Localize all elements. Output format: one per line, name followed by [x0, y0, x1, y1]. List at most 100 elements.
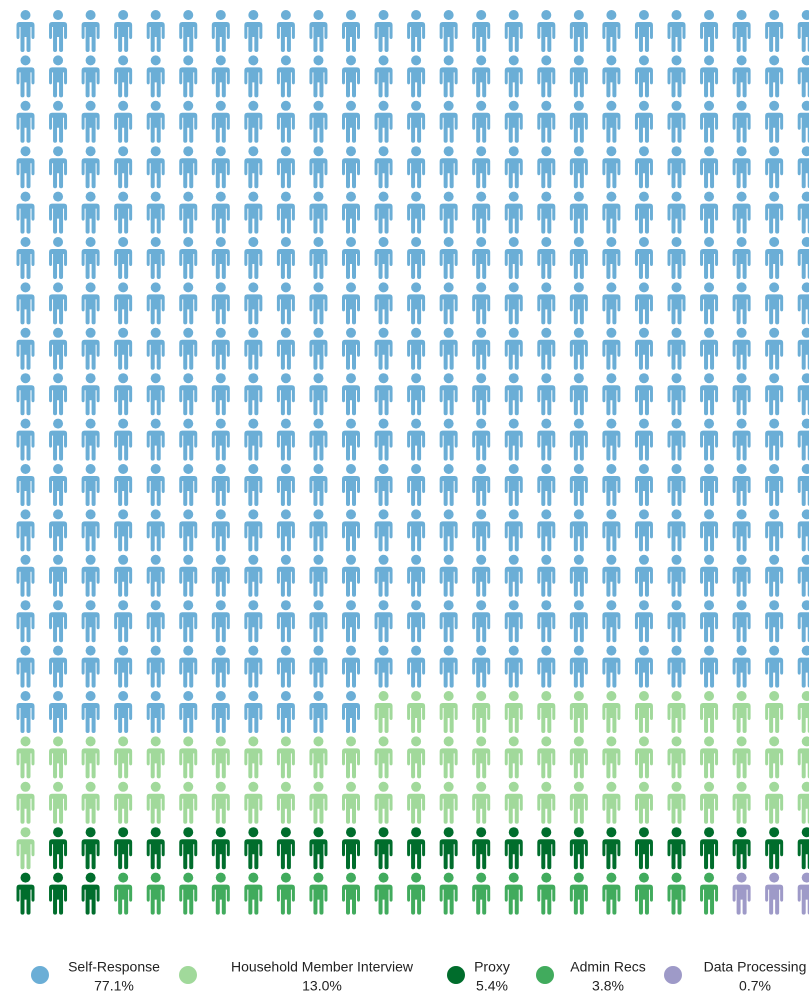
person-icon	[732, 327, 751, 370]
person-icon	[537, 872, 556, 915]
person-icon	[732, 146, 751, 189]
person-icon	[602, 282, 621, 325]
person-icon	[732, 600, 751, 643]
person-icon	[309, 736, 328, 779]
person-icon	[504, 191, 523, 234]
person-icon	[700, 146, 719, 189]
person-icon	[472, 872, 491, 915]
person-icon	[244, 100, 263, 143]
person-icon	[276, 509, 295, 552]
person-icon	[700, 327, 719, 370]
person-icon	[211, 645, 230, 688]
person-icon	[537, 327, 556, 370]
person-icon	[374, 691, 393, 733]
person-icon	[569, 282, 588, 325]
person-icon	[244, 827, 263, 870]
person-icon	[634, 464, 653, 506]
person-icon	[276, 691, 295, 733]
person-icon	[765, 645, 784, 688]
person-icon	[504, 100, 523, 143]
person-icon	[244, 373, 263, 416]
person-icon	[602, 373, 621, 416]
person-icon	[797, 373, 809, 416]
person-icon	[797, 100, 809, 143]
person-icon	[342, 146, 360, 189]
person-icon	[81, 509, 100, 552]
person-icon	[537, 191, 556, 234]
person-icon	[569, 691, 588, 733]
person-icon	[667, 691, 686, 733]
person-icon	[211, 554, 230, 597]
legend-marker	[31, 966, 49, 984]
person-icon	[732, 645, 751, 688]
person-icon	[342, 327, 360, 370]
person-icon	[700, 872, 719, 915]
person-icon	[797, 781, 809, 824]
person-icon	[49, 736, 68, 779]
person-icon	[472, 10, 491, 52]
person-icon	[700, 100, 719, 143]
person-icon	[504, 691, 523, 733]
person-icon	[244, 327, 263, 370]
person-icon	[16, 10, 35, 52]
person-icon	[179, 418, 198, 461]
person-icon	[179, 736, 198, 779]
person-icon	[504, 418, 523, 461]
person-icon	[634, 282, 653, 325]
person-icon	[569, 191, 588, 234]
person-icon	[504, 736, 523, 779]
person-icon	[602, 100, 621, 143]
person-icon	[602, 55, 621, 98]
person-icon	[472, 781, 491, 824]
person-icon	[765, 191, 784, 234]
person-icon	[634, 237, 653, 279]
person-icon	[700, 418, 719, 461]
icon-grid	[16, 10, 809, 915]
person-icon	[342, 10, 360, 52]
person-icon	[700, 827, 719, 870]
person-icon	[146, 237, 165, 279]
person-icon	[49, 509, 68, 552]
person-icon	[797, 554, 809, 597]
person-icon	[569, 373, 588, 416]
person-icon	[146, 691, 165, 733]
person-icon	[49, 327, 68, 370]
person-icon	[407, 373, 426, 416]
person-icon	[342, 55, 360, 98]
person-icon	[16, 600, 35, 643]
person-icon	[81, 282, 100, 325]
person-icon	[16, 327, 35, 370]
person-icon	[439, 191, 458, 234]
person-icon	[439, 55, 458, 98]
person-icon	[797, 282, 809, 325]
person-icon	[49, 827, 68, 870]
person-icon	[700, 600, 719, 643]
person-icon	[16, 691, 35, 733]
person-icon	[797, 146, 809, 189]
person-icon	[211, 10, 230, 52]
person-icon	[602, 781, 621, 824]
person-icon	[569, 509, 588, 552]
person-icon	[634, 827, 653, 870]
person-icon	[602, 191, 621, 234]
person-icon	[634, 554, 653, 597]
person-icon	[765, 418, 784, 461]
person-icon	[81, 100, 100, 143]
person-icon	[309, 464, 328, 506]
person-icon	[407, 691, 426, 733]
person-icon	[244, 781, 263, 824]
person-icon	[439, 872, 458, 915]
legend-value: 13.0%	[302, 978, 342, 994]
person-icon	[569, 781, 588, 824]
person-icon	[667, 327, 686, 370]
person-icon	[49, 282, 68, 325]
person-icon	[114, 827, 133, 870]
person-icon	[114, 146, 133, 189]
person-icon	[146, 645, 165, 688]
person-icon	[765, 691, 784, 733]
person-icon	[472, 327, 491, 370]
person-icon	[634, 146, 653, 189]
person-icon	[667, 373, 686, 416]
person-icon	[667, 645, 686, 688]
